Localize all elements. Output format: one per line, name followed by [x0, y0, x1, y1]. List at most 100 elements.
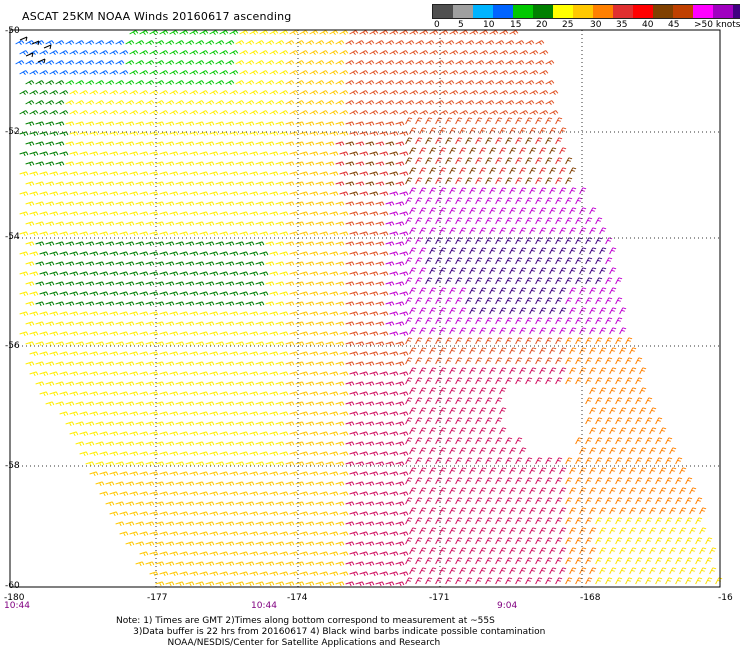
wind-barb: [59, 90, 69, 96]
wind-barb: [139, 331, 149, 337]
wind-barb: [35, 381, 45, 387]
wind-barb: [279, 70, 289, 76]
wind-barb: [225, 40, 235, 46]
wind-barb: [635, 517, 643, 525]
wind-barb: [525, 197, 533, 205]
wind-barb: [529, 467, 537, 475]
wind-barb: [535, 457, 543, 465]
wind-barb: [245, 40, 255, 46]
wind-barb: [279, 231, 289, 237]
wind-barb: [465, 417, 473, 425]
wind-barb: [329, 291, 339, 297]
wind-barb: [179, 531, 189, 537]
wind-barb: [379, 90, 389, 96]
wind-barb: [69, 231, 79, 237]
wind-barb: [465, 117, 473, 125]
wind-barb: [115, 261, 125, 267]
wind-barb: [659, 427, 667, 435]
wind-barb: [275, 281, 285, 287]
wind-barb: [265, 60, 275, 66]
legend-swatch-0: [433, 5, 453, 18]
wind-barb: [555, 257, 563, 265]
wind-barb: [419, 90, 429, 96]
wind-barb: [149, 70, 159, 76]
wind-barb: [459, 507, 467, 515]
wind-barb: [299, 191, 309, 197]
wind-barb: [485, 577, 493, 585]
wind-barb: [599, 247, 607, 255]
wind-barb: [385, 361, 395, 367]
wind-barb: [165, 161, 175, 167]
wind-barb: [105, 201, 115, 207]
wind-barb: [295, 401, 305, 407]
wind-barb: [225, 581, 235, 587]
wind-barb: [369, 30, 379, 36]
wind-barb: [115, 481, 125, 487]
wind-barb: [229, 511, 239, 517]
legend-swatch-6: [553, 5, 573, 18]
wind-barb: [65, 341, 75, 347]
wind-barb: [605, 477, 613, 485]
wind-barb: [359, 110, 369, 116]
wind-barb: [579, 507, 587, 515]
wind-barb: [99, 471, 109, 477]
wind-barb: [659, 567, 667, 575]
wind-barb: [35, 301, 45, 307]
wind-barb: [555, 197, 563, 205]
wind-barb: [269, 211, 279, 217]
wind-barb: [185, 141, 195, 147]
wind-barb: [395, 321, 405, 327]
wind-barb: [509, 187, 517, 195]
wind-barb: [105, 341, 115, 347]
wind-barb: [169, 171, 179, 177]
wind-barb: [619, 527, 627, 535]
wind-barb: [225, 141, 235, 147]
wind-barb: [329, 151, 339, 157]
wind-barb: [365, 401, 375, 407]
wind-barb: [379, 571, 389, 577]
wind-barb: [49, 231, 59, 237]
wind-barb: [115, 401, 125, 407]
wind-barb: [469, 50, 479, 56]
wind-barb: [289, 451, 299, 457]
wind-barb: [295, 561, 305, 567]
wind-barb: [55, 361, 65, 367]
wind-barb: [235, 561, 245, 567]
wind-barb: [75, 40, 85, 46]
wind-barb: [395, 481, 405, 487]
wind-barb: [479, 487, 487, 495]
wind-barb: [215, 201, 225, 207]
wind-barb: [685, 477, 693, 485]
wind-barb: [445, 417, 453, 425]
wind-barb: [455, 497, 463, 505]
wind-barb: [469, 207, 477, 215]
wind-barb: [359, 151, 369, 157]
wind-barb: [219, 491, 229, 497]
wind-barb: [149, 171, 159, 177]
wind-barb: [469, 487, 477, 495]
wind-barb: [195, 60, 205, 66]
wind-barb: [379, 271, 389, 277]
wind-barb: [329, 411, 339, 417]
wind-barb: [165, 301, 175, 307]
legend-tick-8: 40: [642, 20, 654, 30]
wind-barb: [175, 561, 185, 567]
wind-barb: [549, 487, 557, 495]
wind-barb: [285, 321, 295, 327]
wind-barb: [355, 561, 365, 567]
wind-barb: [429, 387, 437, 395]
wind-barb: [625, 457, 633, 465]
wind-barb: [319, 50, 329, 56]
wind-barb: [429, 90, 439, 96]
wind-barb: [585, 577, 593, 585]
wind-barb: [249, 90, 259, 96]
wind-barb: [315, 80, 325, 86]
wind-barb: [185, 521, 195, 527]
wind-barb: [179, 211, 189, 217]
wind-barb: [565, 217, 573, 225]
wind-barb: [269, 110, 279, 116]
wind-barb: [529, 547, 537, 555]
wind-barb: [549, 567, 557, 575]
wind-barb: [475, 117, 483, 125]
wind-barb: [129, 110, 139, 116]
